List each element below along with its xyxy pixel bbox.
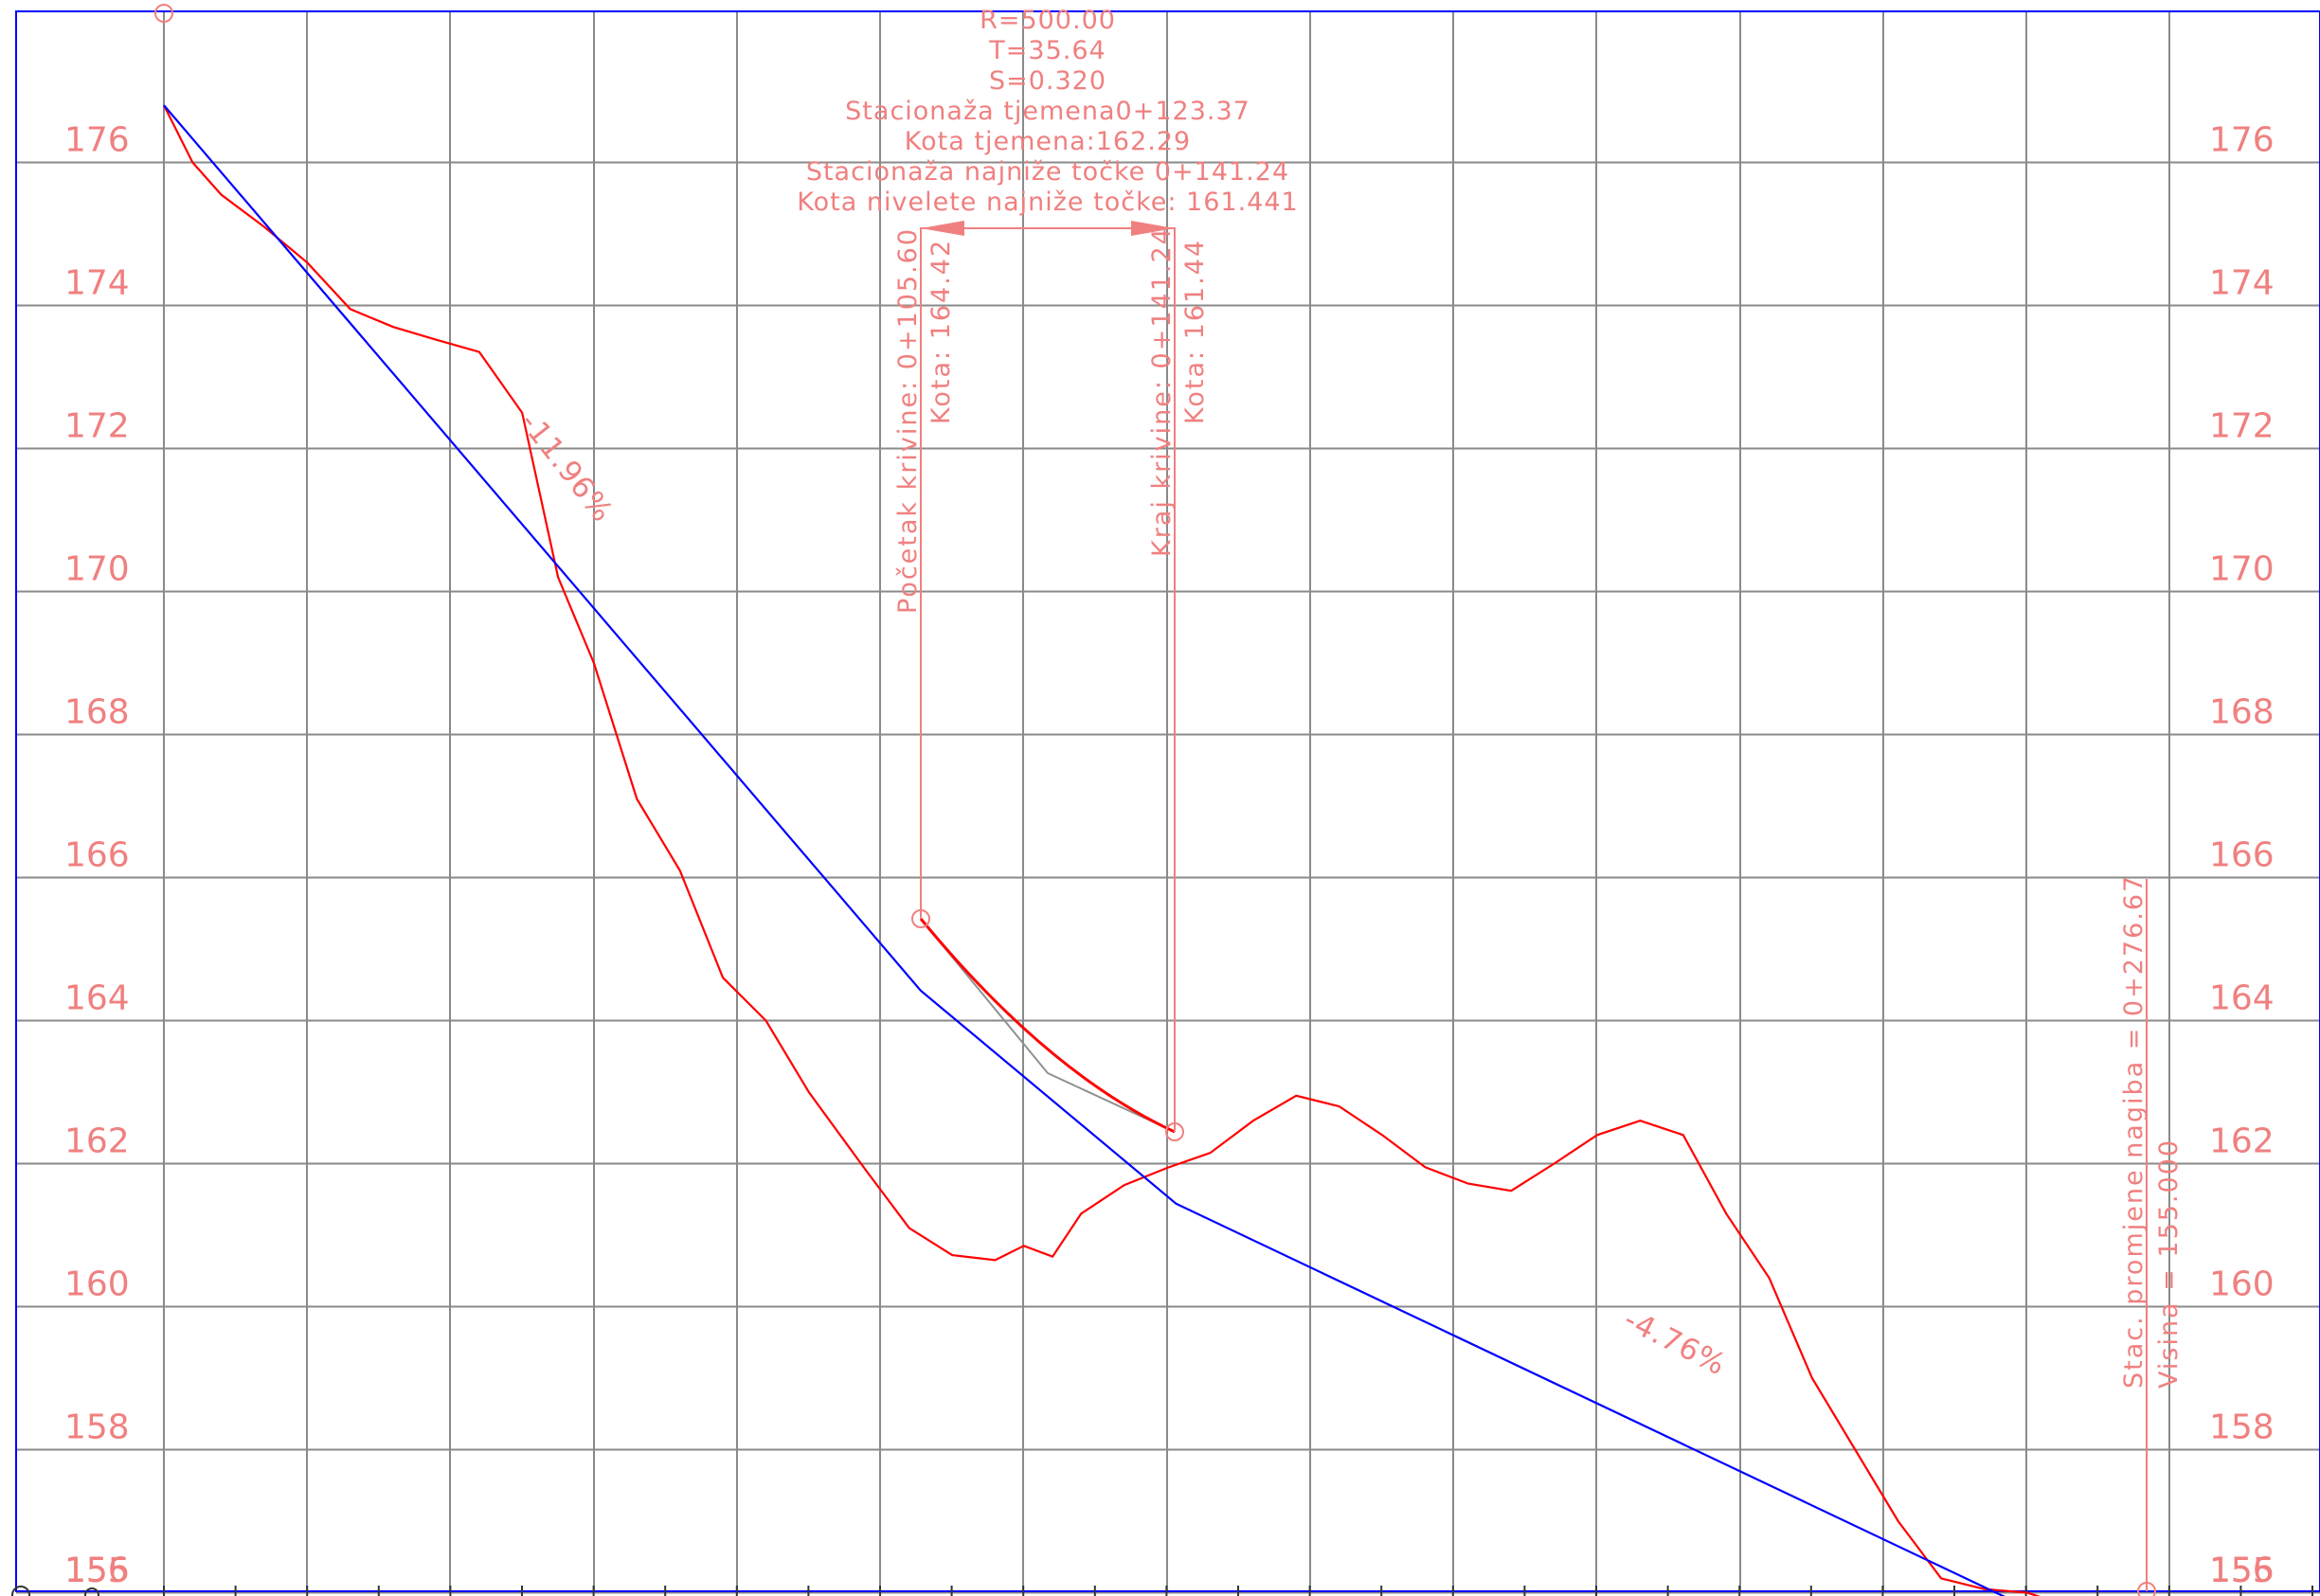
dimension-arrow-left: [921, 221, 964, 236]
elevation-label-left: 170: [64, 550, 130, 589]
curve-parameters-block: R=500.00 T=35.64 S=0.320 Stacionaža tjem…: [797, 6, 1298, 217]
end-vertex-marker: [2137, 1582, 2156, 1596]
elevation-label-right: 168: [2209, 693, 2275, 732]
origin-marker-2: [84, 1587, 99, 1596]
elevation-label-left: 164: [64, 979, 130, 1018]
elevation-label-left: 156: [64, 1551, 130, 1590]
start-vertex-marker: [154, 4, 173, 23]
elevation-label-right: 172: [2209, 407, 2275, 446]
elevation-label-left: 176: [64, 121, 130, 160]
elevation-label-left: 172: [64, 407, 130, 446]
curve-tangent-label: T=35.64: [988, 36, 1106, 65]
elevation-label-right: 170: [2209, 550, 2275, 589]
curve-start-marker: [911, 909, 930, 928]
vertex-station-label: Stacionaža tjemena0+123.37: [845, 97, 1250, 126]
elevation-labels: 176 176 174 174 172 172 170 170 168 168 166 166 164 1…: [64, 121, 2275, 1591]
lowest-point-elevation-label: Kota nivelete najniže točke: 161.441: [797, 188, 1298, 217]
vertex-elevation-label: Kota tjemena:162.29: [905, 127, 1191, 156]
axis-ticks: [163, 1586, 2313, 1596]
curve-start-elevation-label: Kota: 164.42: [926, 239, 956, 424]
terrain-profile-line: [163, 104, 2041, 1596]
elevation-label-right: 155: [2209, 1551, 2275, 1590]
elevation-label-right: 166: [2209, 836, 2275, 875]
grade-break-height-label: Visina = 155.000: [2154, 1139, 2184, 1389]
grid-lines: [16, 11, 2320, 1594]
drawing-frame: [15, 10, 2320, 1592]
curve-radius-label: R=500.00: [980, 6, 1116, 35]
grade-line: [163, 104, 2005, 1596]
second-slope-label: -4.76%: [1618, 1302, 1731, 1383]
elevation-label-right: 174: [2209, 264, 2275, 303]
lowest-point-station-label: Stacionaža najniže točke 0+141.24: [806, 157, 1289, 187]
origin-marker: [11, 1586, 30, 1596]
elevation-label-left: 155: [64, 1551, 130, 1590]
elevation-label-left: 174: [64, 264, 130, 303]
elevation-label-right: 158: [2209, 1408, 2275, 1447]
grade-break-station-label: Stac. promjene nagiba = 0+276.67: [2119, 874, 2149, 1389]
curve-end-station-label: Kraj krivine: 0+141.24: [1147, 226, 1177, 557]
curve-start-station-label: Početak krivine: 0+105.60: [893, 227, 923, 614]
curve-end-marker: [1165, 1122, 1184, 1141]
elevation-label-left: 168: [64, 693, 130, 732]
elevation-label-left: 166: [64, 836, 130, 875]
elevation-label-left: 162: [64, 1122, 130, 1161]
elevation-label-right: 162: [2209, 1122, 2275, 1161]
tangent-chord: [920, 918, 1176, 1133]
first-slope-label: -11.96%: [513, 406, 620, 529]
elevation-label-right: 176: [2209, 121, 2275, 160]
curve-end-elevation-label: Kota: 161.44: [1180, 239, 1210, 424]
curve-sagitta-label: S=0.320: [989, 66, 1106, 96]
elevation-label-right: 164: [2209, 979, 2275, 1018]
vertical-curve: [919, 918, 1176, 1134]
elevation-label-right: 160: [2209, 1265, 2275, 1304]
elevation-label-left: 158: [64, 1408, 130, 1447]
dimension-arrow-right: [1131, 221, 1175, 236]
elevation-label-left: 160: [64, 1265, 130, 1304]
elevation-label-right: 156: [2209, 1551, 2275, 1590]
